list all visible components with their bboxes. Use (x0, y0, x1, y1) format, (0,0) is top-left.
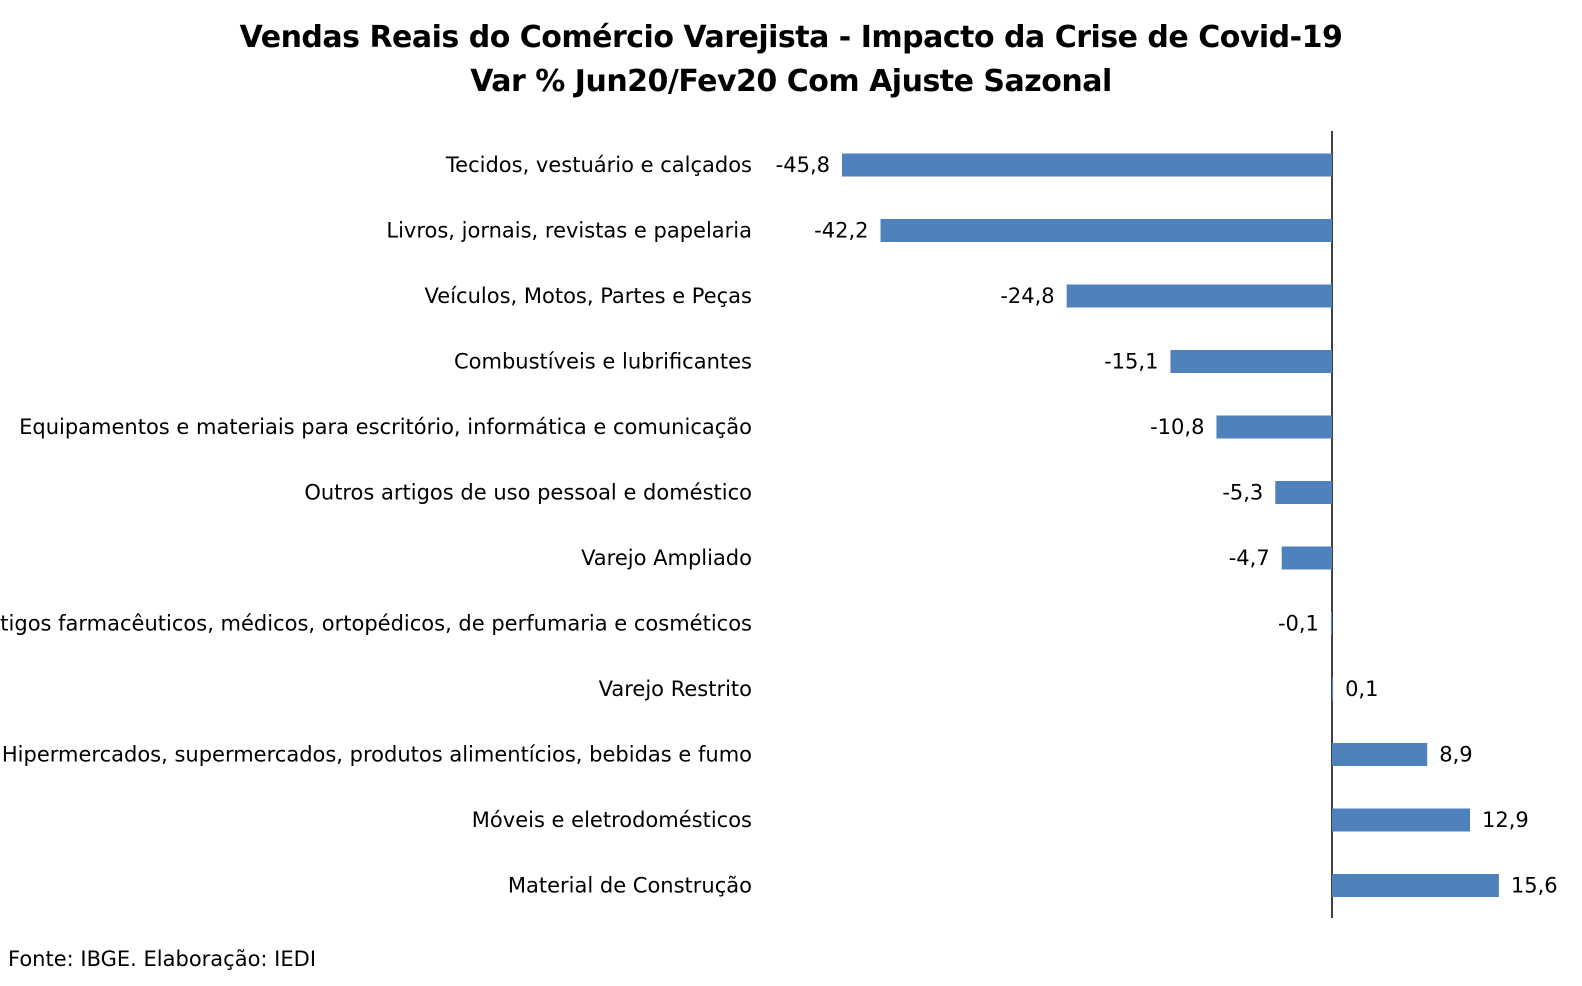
data-label: -5,3 (1222, 481, 1263, 505)
chart-subtitle: Var % Jun20/Fev20 Com Ajuste Sazonal (470, 64, 1112, 99)
bar (1330, 612, 1332, 635)
data-label: -45,8 (776, 153, 830, 177)
bar (1332, 743, 1428, 766)
bar (1332, 808, 1471, 832)
data-label: -4,7 (1229, 546, 1270, 570)
bar (1066, 284, 1332, 308)
category-label: Varejo Ampliado (581, 546, 752, 570)
category-label: Varejo Restrito (599, 677, 752, 701)
data-label: -15,1 (1104, 350, 1158, 374)
bar (1332, 874, 1499, 897)
category-label: Outros artigos de uso pessoal e doméstic… (304, 481, 752, 505)
bar (1170, 350, 1332, 373)
bar (1216, 415, 1332, 439)
chart-title: Vendas Reais do Comércio Varejista - Imp… (239, 20, 1343, 55)
data-label: -0,1 (1278, 612, 1319, 636)
data-label: -42,2 (814, 219, 868, 243)
bar (1275, 481, 1332, 504)
source-note: Fonte: IBGE. Elaboração: IEDI (8, 947, 317, 971)
category-label: Móveis e eletrodomésticos (472, 808, 752, 832)
data-label: -24,8 (1000, 284, 1054, 308)
category-label: Tecidos, vestuário e calçados (445, 153, 752, 177)
category-label: Livros, jornais, revistas e papelaria (386, 219, 752, 243)
bar-chart: Tecidos, vestuário e calçados -45,8 Livros… (0, 131, 1558, 918)
data-label: 8,9 (1439, 743, 1472, 767)
data-label: -10,8 (1150, 415, 1204, 439)
category-label: Material de Construção (508, 874, 752, 898)
category-label: Hipermercados, supermercados, produtos a… (2, 743, 752, 767)
bar (1332, 677, 1334, 701)
category-label: Combustíveis e lubrificantes (454, 350, 752, 374)
category-label: Veículos, Motos, Partes e Peças (425, 284, 752, 308)
data-label: 15,6 (1511, 874, 1558, 898)
bar (1281, 546, 1332, 570)
category-label: Equipamentos e materiais para escritório… (19, 415, 752, 439)
category-label: Artigos farmacêuticos, médicos, ortopédi… (0, 612, 752, 636)
bar (880, 219, 1332, 242)
bar (842, 153, 1332, 177)
data-label: 12,9 (1482, 808, 1529, 832)
data-label: 0,1 (1345, 677, 1378, 701)
